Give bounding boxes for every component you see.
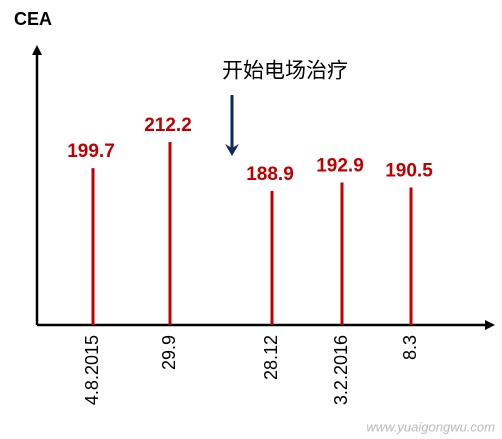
value-label: 190.5	[385, 161, 433, 182]
value-label: 199.7	[67, 141, 115, 162]
value-label: 192.9	[316, 155, 364, 176]
x-tick-label: 4.8.2015	[82, 335, 102, 405]
watermark: www.yuaigongwu.com	[366, 419, 495, 434]
x-tick-label: 28.12	[261, 335, 281, 380]
value-label: 188.9	[246, 164, 294, 185]
x-tick-label: 29.9	[159, 335, 179, 370]
value-label: 212.2	[144, 115, 192, 136]
x-tick-label: 8.3	[400, 335, 420, 360]
annotation: 开始电场治疗	[222, 60, 348, 83]
y-axis-label: CEA	[14, 9, 52, 29]
x-tick-label: 3.2.2016	[331, 335, 351, 405]
